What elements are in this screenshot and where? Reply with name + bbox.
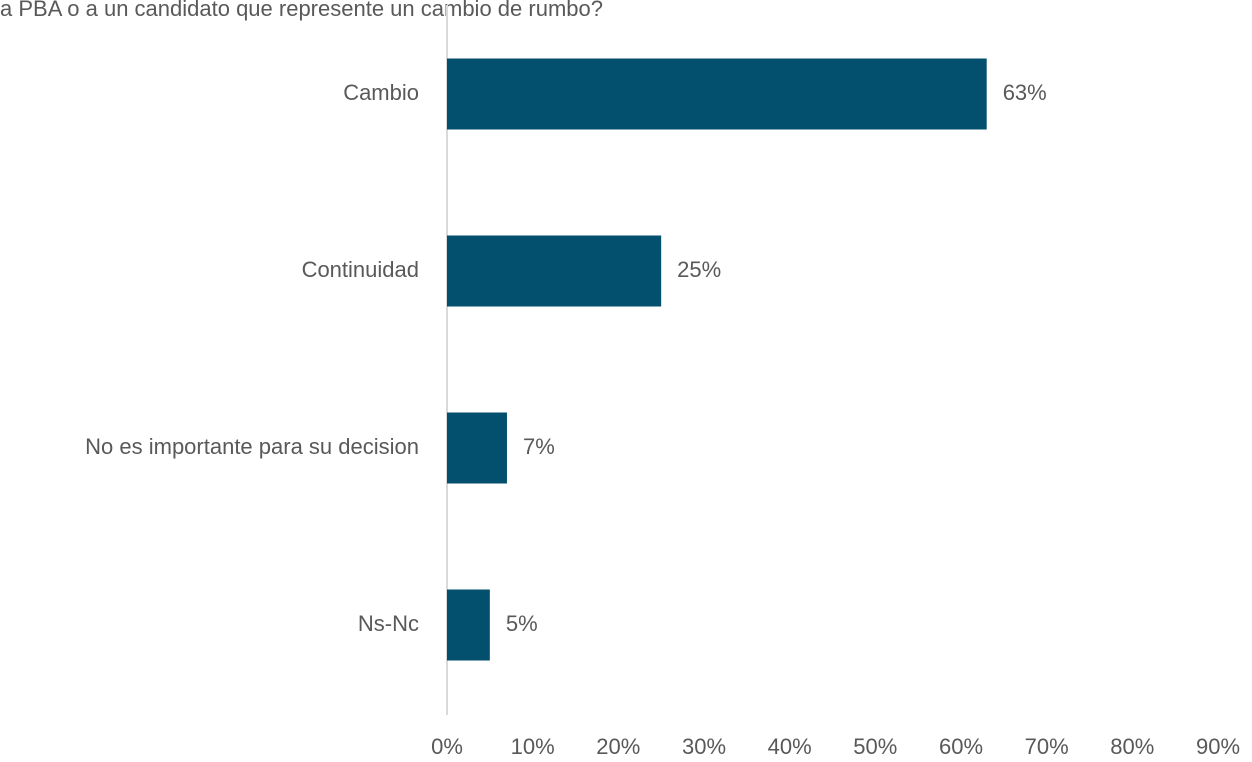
bar [447,589,490,661]
x-tick-label: 20% [596,734,640,759]
x-tick-label: 40% [768,734,812,759]
x-tick-label: 90% [1196,734,1240,759]
x-tick-label: 30% [682,734,726,759]
y-tick-label: Ns-Nc [358,611,419,636]
x-tick-label: 10% [511,734,555,759]
bar [447,235,662,307]
value-label: 5% [506,611,538,636]
value-label: 25% [677,257,721,282]
x-tick-label: 0% [431,734,463,759]
value-label: 63% [1003,80,1047,105]
y-tick-label: No es importante para su decision [85,434,419,459]
chart-title: a PBA o a un candidato que represente un… [0,0,603,21]
value-label: 7% [523,434,555,459]
y-tick-label: Cambio [343,80,419,105]
bar [447,412,507,484]
y-tick-label: Continuidad [302,257,419,282]
x-tick-label: 70% [1025,734,1069,759]
bar [447,58,987,130]
x-tick-label: 80% [1110,734,1154,759]
x-tick-label: 50% [853,734,897,759]
x-tick-label: 60% [939,734,983,759]
